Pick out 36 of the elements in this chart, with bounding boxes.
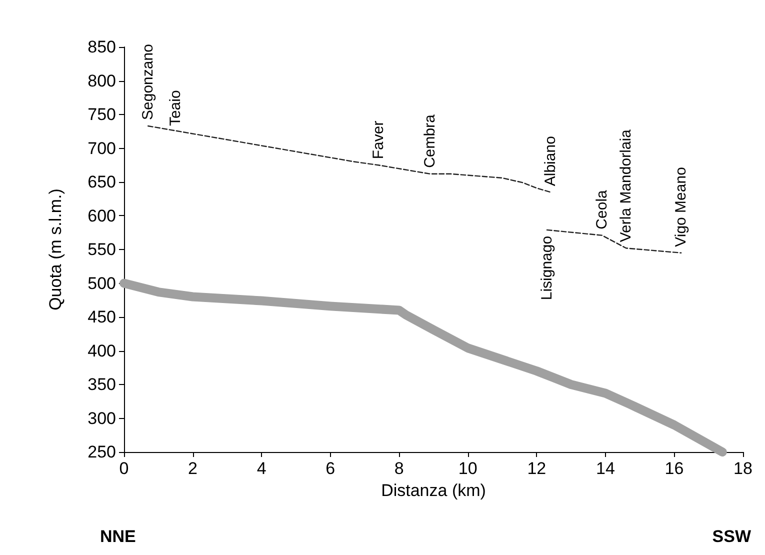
y-tick-label: 750 <box>88 105 116 124</box>
x-tick-label: 18 <box>734 459 752 478</box>
annotation: Segonzano <box>140 44 157 120</box>
annotation: Vigo Meano <box>672 167 690 247</box>
y-tick-label: 650 <box>88 172 116 192</box>
x-tick-label: 6 <box>326 459 336 478</box>
x-tick-label: 8 <box>394 459 404 478</box>
y-tick-label: 700 <box>88 138 116 158</box>
annotation: Cembra <box>422 114 439 168</box>
y-tick-label: 850 <box>88 38 116 56</box>
y-tick-label: 600 <box>88 206 116 226</box>
annotation: Faver <box>370 120 387 160</box>
x-tick-label: 14 <box>596 459 615 478</box>
x-tick-label: 16 <box>664 459 684 478</box>
y-axis-title: Quota (m s.l.m.) <box>46 188 65 310</box>
y-tick-label: 550 <box>88 240 116 259</box>
x-tick-label: 10 <box>458 459 478 478</box>
x-tick-label: 0 <box>119 459 129 478</box>
y-tick-label: 350 <box>88 375 116 394</box>
annotation: Albiano <box>542 136 559 186</box>
annotation: Teaio <box>167 90 184 126</box>
y-tick-label: 800 <box>88 71 116 90</box>
text: SSW <box>712 527 752 546</box>
y-tick-label: 500 <box>88 274 116 293</box>
annotation: Verla Mandorlaia <box>618 128 635 242</box>
x-tick-label: 4 <box>256 459 266 478</box>
x-tick-label: 2 <box>188 459 198 478</box>
annotation: Ceola <box>594 189 611 230</box>
y-tick-label: 250 <box>88 442 116 462</box>
y-tick-label: 400 <box>88 341 116 360</box>
x-tick-label: 12 <box>527 459 546 478</box>
y-tick-label: 300 <box>88 408 116 428</box>
text: NNE <box>100 527 136 546</box>
annotation: Lisignago <box>538 236 556 300</box>
x-axis-title: Distanza (km) <box>381 481 486 500</box>
y-tick-label: 450 <box>88 308 116 326</box>
